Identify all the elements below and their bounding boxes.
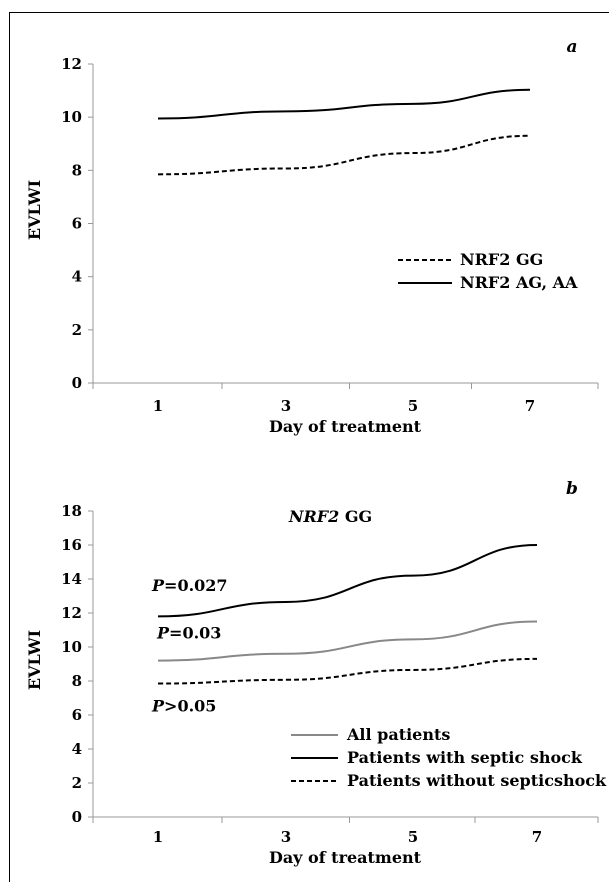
legend-label: Patients without septicshock (347, 771, 607, 790)
y-tick-label: 8 (72, 161, 82, 179)
y-tick-label: 12 (61, 604, 82, 622)
panel-label: b (566, 479, 578, 499)
p-value-annotation: P=0.03 (156, 623, 221, 642)
x-tick-label: 5 (408, 828, 418, 846)
series-line-1 (157, 620, 538, 662)
p-value-annotation: P>0.05 (151, 697, 216, 716)
p-value-var: P (151, 576, 165, 595)
series-line-1 (157, 134, 531, 176)
series-line-3 (157, 657, 538, 685)
p-value-var: P (156, 623, 170, 642)
y-tick-label: 0 (72, 374, 82, 392)
y-axis-title: EVLWI (25, 180, 44, 240)
y-tick-label: 12 (61, 55, 82, 73)
x-tick-label: 7 (525, 397, 535, 415)
chart-title: NRF2 GG (288, 507, 372, 526)
p-value-var: P (151, 697, 165, 716)
y-tick-label: 8 (72, 672, 82, 690)
y-tick-label: 10 (61, 638, 82, 656)
p-value-rest: =0.03 (169, 623, 221, 642)
y-tick-label: 16 (61, 536, 82, 554)
chart-title-rest: GG (339, 507, 372, 526)
series-line-2 (157, 88, 531, 120)
chart-b: b NRF2 GG 0 2 4 6 8 10 12 14 16 18 1 3 5 7 Day of treatm… (25, 479, 607, 867)
x-tick-label: 3 (281, 828, 291, 846)
chart-a: a 0 2 4 6 8 10 12 1 3 5 7 Day of treatment EVLWI NRF2 … (25, 37, 599, 436)
x-axis-title: Day of treatment (269, 417, 422, 436)
legend: All patients Patients with septic shock Pa… (291, 725, 607, 790)
series-line-2 (157, 544, 538, 618)
y-axis-title: EVLWI (25, 630, 44, 690)
y-tick-label: 6 (72, 706, 82, 724)
legend-label: NRF2 GG (460, 250, 543, 269)
legend-label: All patients (346, 725, 450, 744)
y-tick-label: 2 (72, 774, 82, 792)
y-tick-label: 18 (61, 502, 82, 520)
panel-label: a (566, 37, 577, 57)
figure-frame (9, 12, 609, 882)
p-value-annotation: P=0.027 (151, 576, 228, 595)
x-tick-label: 7 (532, 828, 542, 846)
y-tick-label: 14 (61, 570, 82, 588)
legend-label: Patients with septic shock (347, 748, 583, 767)
legend-label: NRF2 AG, AA (460, 273, 578, 292)
x-tick-label: 3 (281, 397, 291, 415)
p-value-rest: >0.05 (164, 697, 216, 716)
y-tick-label: 4 (72, 268, 82, 286)
x-tick-label: 1 (153, 828, 163, 846)
y-tick-label: 6 (72, 215, 82, 233)
chart-title-italic: NRF2 (288, 507, 339, 526)
y-tick-label: 0 (72, 808, 82, 826)
x-tick-label: 5 (408, 397, 418, 415)
p-value-rest: =0.027 (164, 576, 228, 595)
y-tick-label: 2 (72, 321, 82, 339)
x-axis-title: Day of treatment (269, 848, 422, 867)
y-tick-label: 10 (61, 108, 82, 126)
y-tick-label: 4 (72, 740, 82, 758)
x-tick-label: 1 (153, 397, 163, 415)
legend: NRF2 GG NRF2 AG, AA (398, 250, 578, 292)
